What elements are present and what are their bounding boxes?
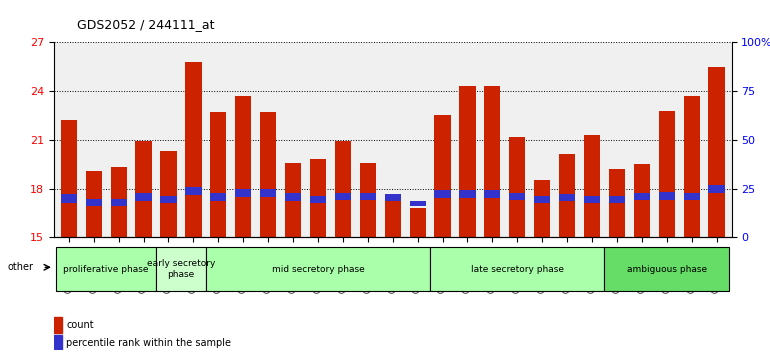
- Bar: [235, 189, 251, 196]
- Bar: [335, 193, 351, 200]
- Bar: [658, 192, 675, 200]
- Bar: [509, 137, 525, 237]
- Bar: [61, 120, 77, 237]
- Bar: [186, 187, 202, 195]
- Bar: [335, 142, 351, 237]
- FancyBboxPatch shape: [56, 247, 156, 291]
- Bar: [634, 164, 650, 237]
- Bar: [484, 86, 500, 237]
- Bar: [111, 167, 127, 237]
- Bar: [54, 335, 62, 350]
- Bar: [285, 193, 301, 201]
- Bar: [484, 190, 500, 198]
- Text: percentile rank within the sample: percentile rank within the sample: [66, 338, 231, 348]
- Bar: [285, 162, 301, 237]
- Bar: [559, 194, 575, 201]
- Bar: [310, 196, 326, 203]
- Bar: [584, 135, 600, 237]
- Bar: [160, 151, 176, 237]
- Bar: [210, 193, 226, 201]
- Bar: [310, 159, 326, 237]
- Bar: [434, 115, 450, 237]
- Bar: [235, 96, 251, 237]
- Text: early secretory
phase: early secretory phase: [147, 259, 215, 279]
- Bar: [260, 112, 276, 237]
- Bar: [708, 185, 725, 193]
- Bar: [460, 190, 476, 198]
- Bar: [384, 196, 401, 237]
- Bar: [85, 199, 102, 206]
- Bar: [136, 193, 152, 201]
- Bar: [410, 208, 426, 237]
- Bar: [658, 110, 675, 237]
- Bar: [460, 86, 476, 237]
- FancyBboxPatch shape: [206, 247, 430, 291]
- Bar: [210, 112, 226, 237]
- Bar: [360, 193, 376, 200]
- Text: late secretory phase: late secretory phase: [470, 264, 564, 274]
- Bar: [634, 193, 650, 200]
- Bar: [111, 199, 127, 206]
- Text: count: count: [66, 320, 94, 330]
- Bar: [54, 317, 62, 333]
- Bar: [684, 96, 700, 237]
- Bar: [260, 189, 276, 196]
- FancyBboxPatch shape: [604, 247, 729, 291]
- Bar: [360, 162, 376, 237]
- FancyBboxPatch shape: [430, 247, 604, 291]
- Bar: [410, 201, 426, 206]
- Bar: [609, 196, 625, 203]
- Bar: [160, 196, 176, 203]
- Text: mid secretory phase: mid secretory phase: [272, 264, 364, 274]
- Bar: [136, 142, 152, 237]
- FancyBboxPatch shape: [156, 247, 206, 291]
- Bar: [534, 196, 551, 203]
- Text: GDS2052 / 244111_at: GDS2052 / 244111_at: [77, 18, 215, 31]
- Bar: [609, 169, 625, 237]
- Text: proliferative phase: proliferative phase: [63, 264, 149, 274]
- Bar: [708, 67, 725, 237]
- Text: ambiguous phase: ambiguous phase: [627, 264, 707, 274]
- Bar: [584, 196, 600, 203]
- Bar: [186, 62, 202, 237]
- Bar: [559, 154, 575, 237]
- Bar: [509, 193, 525, 200]
- Text: other: other: [8, 262, 34, 272]
- Bar: [384, 194, 401, 201]
- Bar: [684, 193, 700, 200]
- Bar: [61, 194, 77, 203]
- Bar: [534, 181, 551, 237]
- Bar: [85, 171, 102, 237]
- Bar: [434, 190, 450, 198]
